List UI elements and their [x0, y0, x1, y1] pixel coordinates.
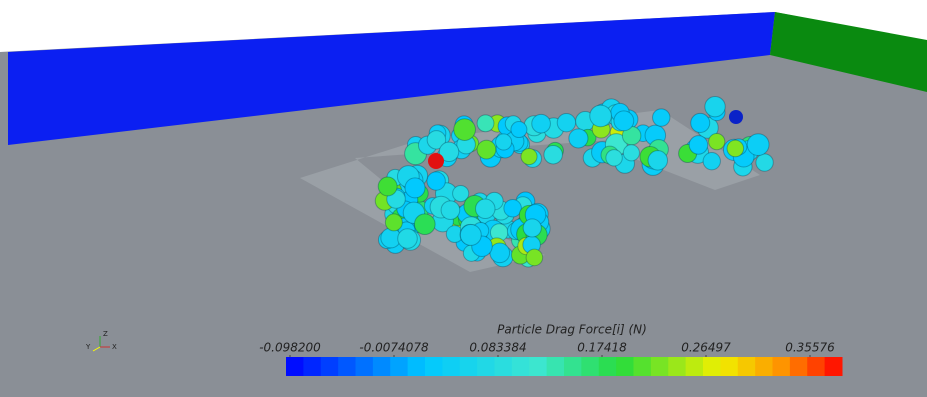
colorbar-cell — [581, 357, 599, 376]
particle — [454, 119, 476, 141]
colorbar-cell — [738, 357, 756, 376]
particle — [378, 177, 397, 196]
colorbar-cell — [703, 357, 721, 376]
particle — [385, 214, 402, 231]
colorbar-cell — [477, 357, 495, 376]
particle — [511, 122, 527, 138]
colorbar-tick-label: 0.17418 — [577, 341, 627, 355]
particle — [729, 110, 743, 124]
particle — [398, 229, 418, 249]
particle — [691, 113, 710, 132]
particle — [703, 153, 720, 170]
particle — [427, 172, 445, 190]
particle — [709, 134, 725, 150]
colorbar-cell — [651, 357, 669, 376]
particle — [405, 178, 425, 198]
particle — [496, 134, 512, 150]
particle — [653, 109, 670, 126]
colorbar-tick-label: -0.098200 — [259, 341, 321, 355]
colorbar-cell — [634, 357, 652, 376]
colorbar-cell — [512, 357, 530, 376]
colorbar-cell — [425, 357, 443, 376]
colorbar-cell — [616, 357, 634, 376]
particle — [428, 153, 444, 169]
colorbar-cell — [773, 357, 791, 376]
colorbar-cell — [686, 357, 704, 376]
particle — [414, 214, 435, 235]
legend-title: Particle Drag Force[i] (N) — [497, 323, 647, 337]
particle — [705, 96, 725, 116]
triad-z-label: Z — [103, 330, 108, 338]
colorbar-cell — [321, 357, 339, 376]
scene: Z X Y Particle Drag Force[i] (N) -0.0982… — [0, 0, 927, 397]
colorbar-tick-label: 0.26497 — [681, 341, 731, 355]
particle — [477, 140, 496, 159]
colorbar-cell — [338, 357, 356, 376]
colorbar-cell — [408, 357, 426, 376]
colorbar-cell — [460, 357, 478, 376]
particle — [490, 243, 510, 263]
particle — [689, 136, 708, 155]
colorbar-cell — [807, 357, 825, 376]
colorbar-cell — [668, 357, 686, 376]
colorbar-tick-label: -0.0074078 — [359, 341, 429, 355]
particle — [441, 201, 460, 220]
triad-y-label: Y — [85, 343, 91, 351]
colorbar-tick-label: 0.35576 — [785, 341, 835, 355]
particle — [569, 129, 588, 148]
colorbar-cell — [286, 357, 304, 376]
colorbar-cell — [495, 357, 513, 376]
colorbar-cell — [564, 357, 582, 376]
colorbar-cell — [442, 357, 460, 376]
triad-x-label: X — [112, 343, 117, 351]
particle — [477, 115, 494, 132]
colorbar-cell — [755, 357, 773, 376]
colorbar-cell — [790, 357, 808, 376]
particle — [747, 134, 769, 156]
colorbar-cell — [720, 357, 738, 376]
colorbar-cell — [529, 357, 547, 376]
colorbar-cell — [599, 357, 617, 376]
colorbar-cell — [373, 357, 391, 376]
colorbar-cell — [390, 357, 408, 376]
particle — [756, 154, 773, 171]
particle — [460, 225, 481, 246]
particle — [590, 105, 612, 127]
particle — [727, 140, 744, 157]
colorbar-cell — [825, 357, 843, 376]
particle — [521, 148, 537, 164]
particle — [532, 114, 551, 133]
colorbar-tick-label: 0.083384 — [469, 341, 526, 355]
particle — [557, 113, 575, 131]
colorbar-cell — [303, 357, 321, 376]
colorbar-cell — [547, 357, 565, 376]
colorbar-cell — [356, 357, 374, 376]
particle — [614, 111, 634, 131]
